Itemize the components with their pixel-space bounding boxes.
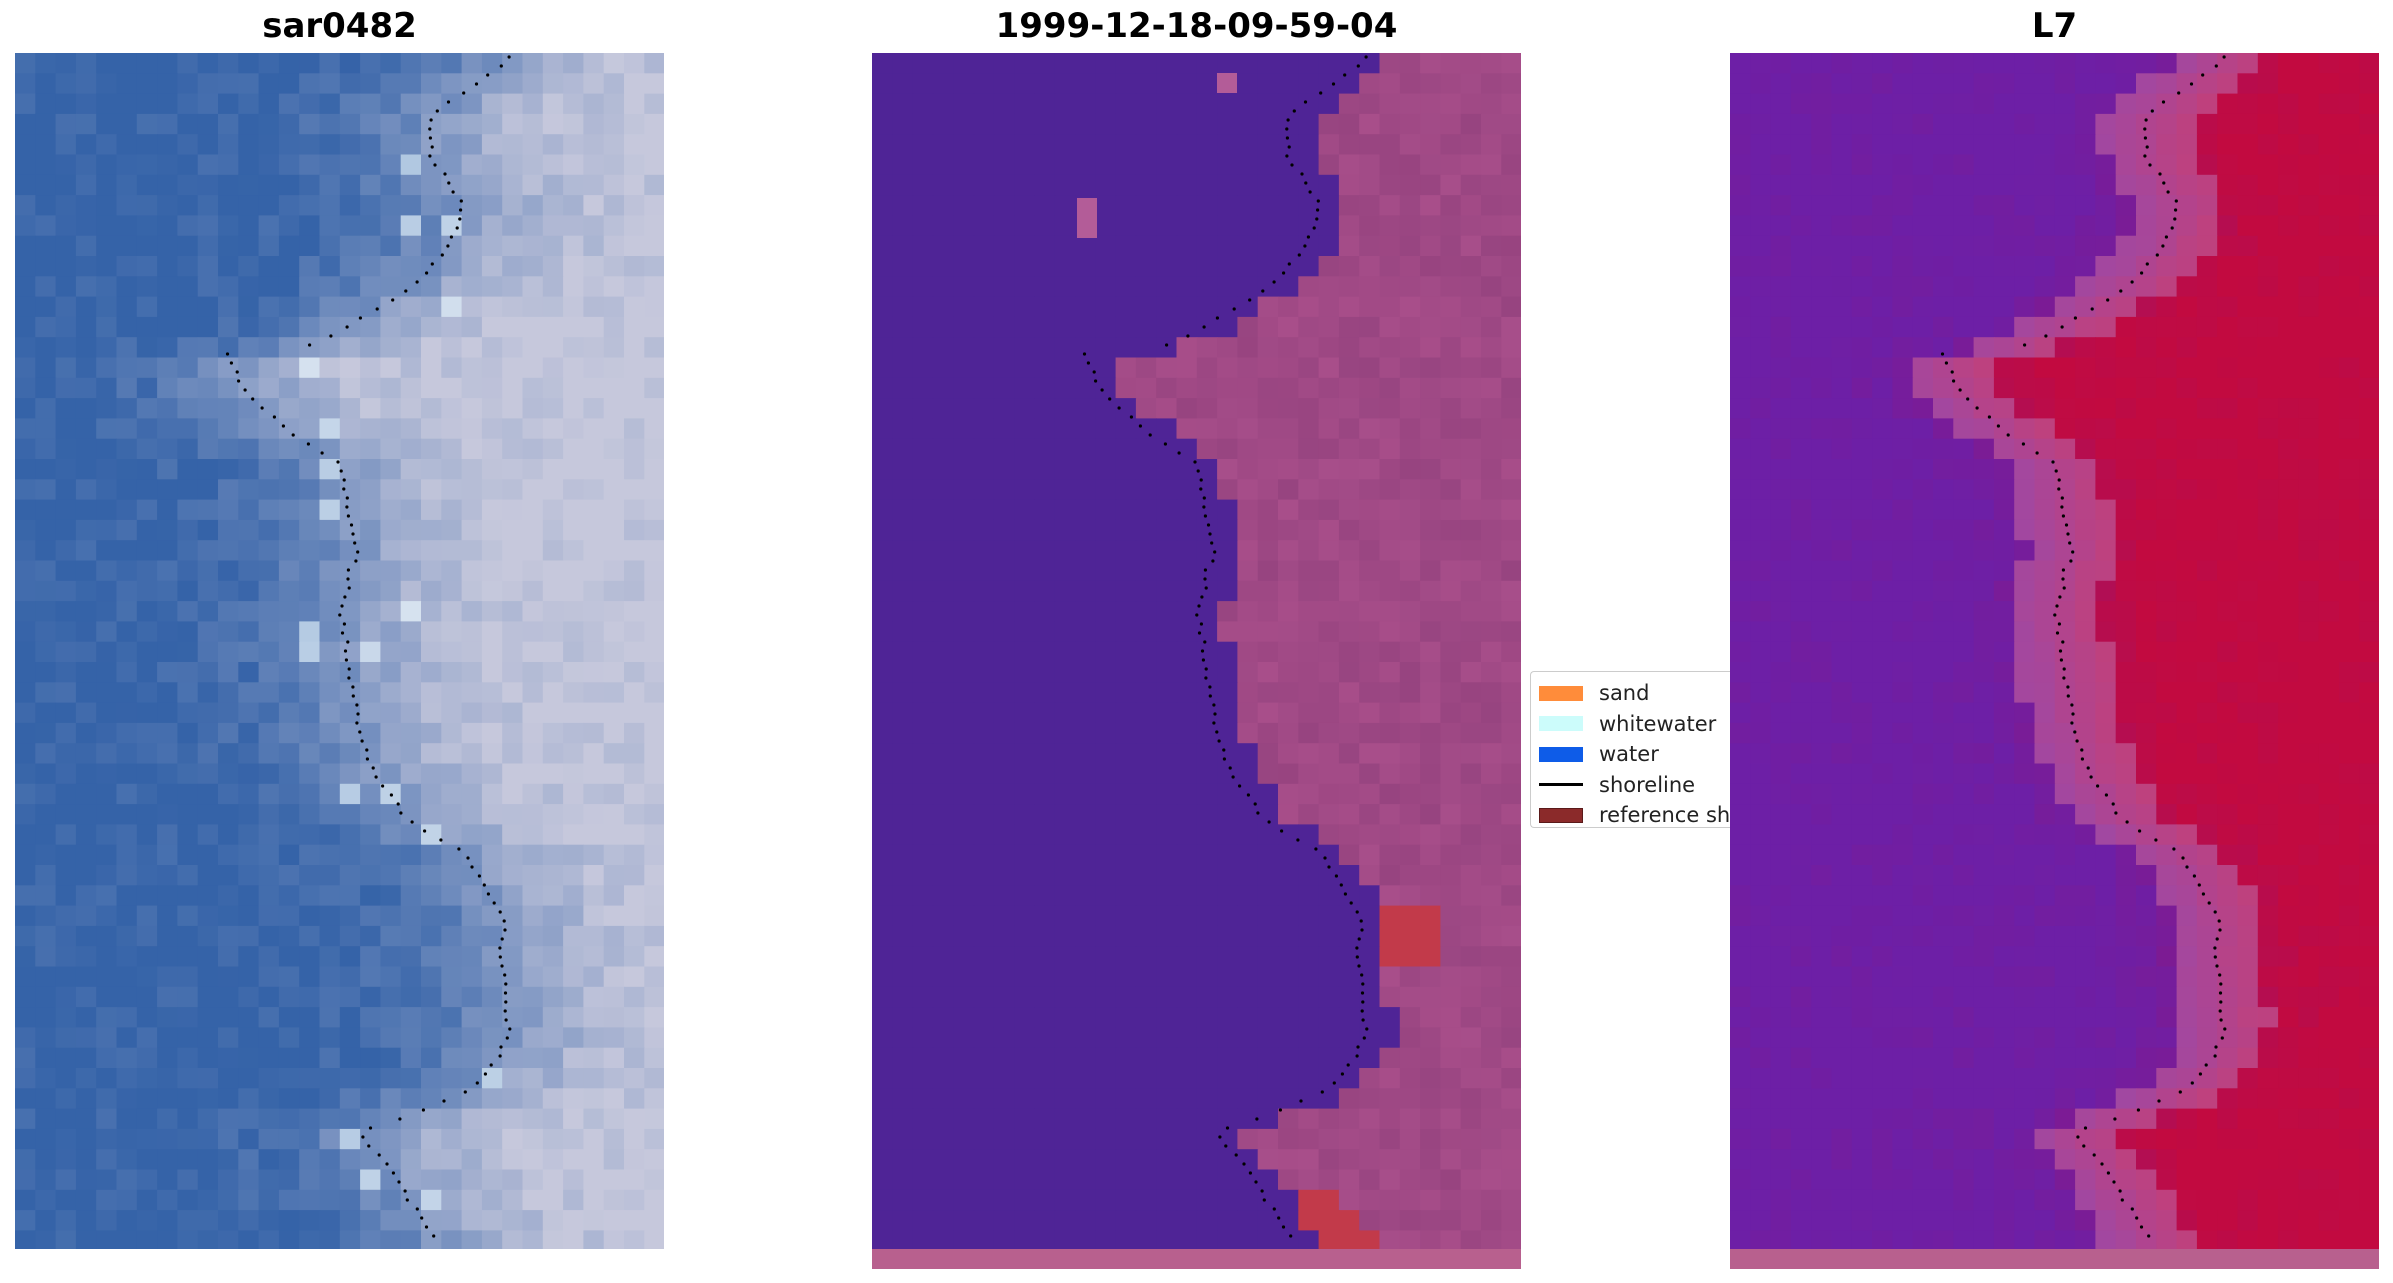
legend-label: whitewater	[1599, 711, 1717, 736]
rgb-satellite-image	[15, 53, 664, 1249]
panel-title-ndwi: L7	[2031, 6, 2078, 46]
legend-label: water	[1599, 742, 1659, 767]
legend-item-reference-shoreline: reference shoreline	[1531, 800, 1730, 828]
panel-title-classified: 1999-12-18-09-59-04	[995, 6, 1398, 46]
legend-item-whitewater: whitewater	[1531, 709, 1730, 740]
legend-item-sand: sand	[1531, 678, 1730, 709]
ndwi-image	[1730, 53, 2379, 1269]
legend-item-water: water	[1531, 739, 1730, 770]
whitewater-swatch	[1539, 716, 1583, 732]
panel-title-rgb: sar0482	[262, 6, 417, 46]
reference-shoreline-swatch	[1539, 807, 1583, 823]
legend-item-shoreline: shoreline	[1531, 770, 1730, 801]
shoreline-dots	[1940, 55, 2227, 1238]
legend: sand whitewater water shoreline referenc…	[1530, 671, 1730, 828]
water-swatch	[1539, 746, 1583, 762]
legend-label: sand	[1599, 681, 1650, 706]
sand-swatch	[1539, 685, 1583, 701]
shoreline-line-swatch	[1539, 783, 1583, 787]
classified-image	[872, 53, 1521, 1269]
legend-label: shoreline	[1599, 772, 1696, 797]
shoreline-dots	[225, 55, 512, 1238]
shoreline-dots	[1082, 55, 1369, 1238]
legend-label: reference shoreline	[1599, 803, 1730, 828]
